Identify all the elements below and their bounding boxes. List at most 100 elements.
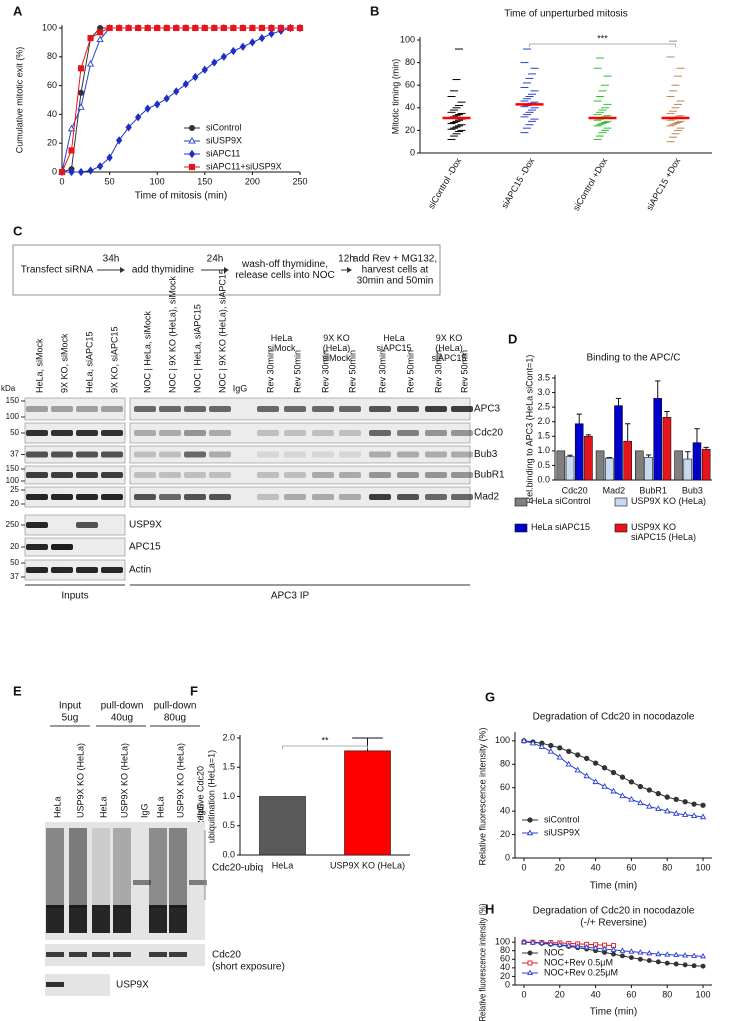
data-point [574,943,581,949]
blot-label: Cdc20-ubiq [212,863,263,874]
blot-band [46,905,64,933]
lane-label: NOC | 9X KO (HeLa), siMock [167,276,177,393]
blot-band [209,451,231,458]
data-point [619,947,626,953]
blot-band [76,451,98,458]
data-point [258,24,265,32]
blot-band [101,430,123,436]
data-point [664,794,670,800]
legend-swatch [514,497,528,507]
protocol-step: harvest cells at [362,265,429,276]
lane-label: NOC | HeLa, siMock [142,311,152,393]
data-point [646,787,652,793]
data-point [628,948,635,954]
marker-label: 25 [10,485,19,494]
blot-band [312,494,334,500]
y-axis-label: Relative fluorescence intensity (%) [477,904,487,1021]
data-point [682,799,688,805]
x-tick-label: 40 [591,989,601,999]
data-point [277,24,285,32]
data-point [610,946,617,952]
y-tick-label: 100 [495,735,510,745]
marker-label: 100 [6,476,20,485]
data-point [700,963,706,969]
kda-label: kDa [1,384,16,393]
data-point [628,955,634,961]
y-tick-label: 20 [500,971,510,981]
blot-band [397,494,419,500]
data-point [230,46,237,56]
blot-band [159,494,181,500]
panel-label: C [13,223,23,238]
lane-label: HeLa, siMock [34,338,44,393]
blot-band [425,406,447,412]
blot-strip [24,465,126,485]
blot-band [26,472,48,478]
data-point [637,783,644,790]
blot-band [284,472,306,478]
lane-group-header: 80ug [164,713,186,724]
lane-label: Rev 50min [405,350,415,393]
legend-marker [527,950,533,956]
y-axis-label: Relative Cdc20 [195,766,205,827]
y-tick-label: 1.5 [222,762,235,772]
blot-band [369,451,391,458]
legend-marker [527,817,533,823]
x-tick-label: 60 [626,989,636,999]
legend-label: siControl [544,814,580,824]
data-point [655,959,661,965]
blot-band [339,472,361,478]
blot-label: USP9X [116,980,149,991]
data-point [201,65,208,74]
blot-strip [129,465,471,485]
data-point [67,124,76,132]
x-tick-label: Mad2 [603,485,626,495]
lane-label: HeLa [52,796,62,818]
legend-label-box: HeLa siAPC15 [531,522,591,532]
y-tick-label: 100 [495,937,510,947]
data-point [646,802,653,809]
panel-label: A [13,3,23,18]
marker-label: 100 [6,412,20,421]
protocol-interval: 34h [103,254,120,265]
blot-band [76,472,98,478]
protein-label: Cdc20 [474,428,503,439]
blot-band [284,451,306,458]
protocol-interval: 12h [338,254,355,265]
blot-band [149,952,167,957]
x-tick-label: Bub3 [682,485,703,495]
legend-label: HeLa siControl [531,496,591,506]
bar [565,456,575,481]
x-tick-label: siAPC15 +Dox [644,156,682,212]
legend-marker [526,829,534,836]
data-point [565,760,572,767]
group-label: APC3 IP [271,591,310,602]
data-point [664,951,671,957]
bar [604,457,614,481]
data-point [611,951,616,957]
data-point [557,745,563,751]
data-point [601,945,608,952]
data-point [116,24,123,32]
blot-band [101,451,123,458]
marker-label: 20 [10,499,19,508]
data-point [287,24,294,32]
y-tick-label: 3.5 [537,372,550,382]
series-line [61,27,300,173]
significance-bracket [282,745,368,749]
marker-label: 20 [10,542,19,551]
y-tick-label: 40 [405,102,415,112]
x-tick-label: 0 [59,176,64,186]
marker-label: 37 [10,572,19,581]
data-point [637,956,643,962]
blot-band [159,406,181,412]
protocol-arrowhead [347,267,352,273]
lane-label: Rev 50min [459,350,469,393]
significance-bracket [529,43,676,47]
blot-band [425,451,447,458]
blot-band [451,451,473,458]
y-tick-label: 2.5 [537,402,550,412]
legend-label: HeLa siAPC15 [531,522,591,532]
lane-label: Rev 50min [292,350,302,393]
